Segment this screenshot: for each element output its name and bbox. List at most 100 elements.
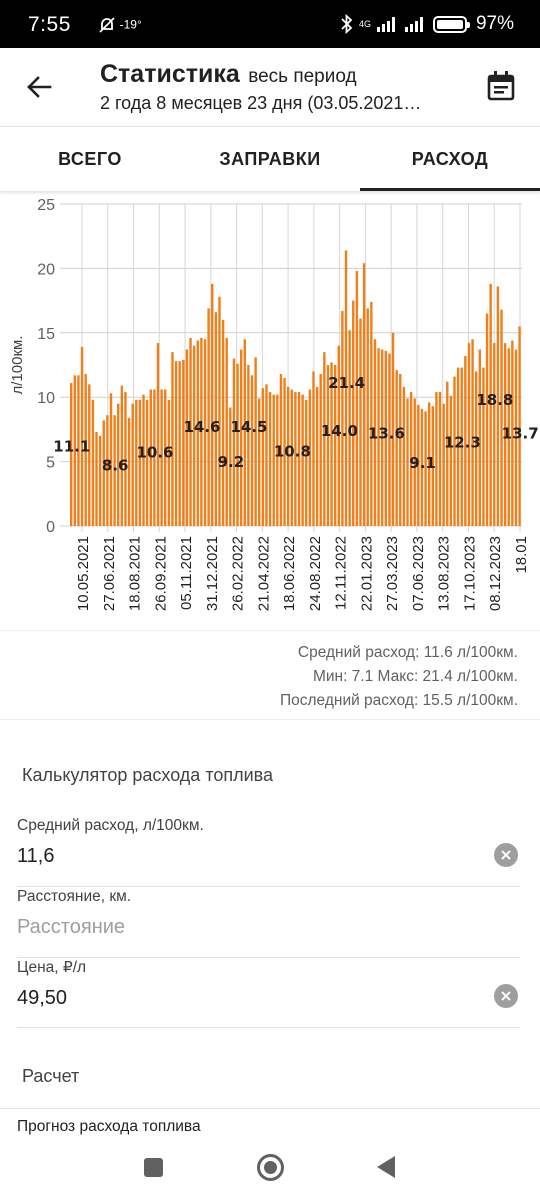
home-button[interactable] (257, 1154, 284, 1181)
clear-price-button[interactable] (494, 984, 518, 1008)
chart-bar (456, 367, 460, 526)
chart-bar (265, 384, 268, 526)
avg-consumption-input[interactable]: 11,6 (17, 845, 55, 867)
calculator-title: Калькулятор расхода топлива (22, 765, 274, 785)
chart-bar (258, 398, 261, 526)
chart-bar (341, 310, 344, 526)
avg-consumption-label: Средний расход, л/100км. (17, 817, 204, 834)
data-label: 10.8 (274, 442, 311, 460)
chart-bar (319, 374, 322, 526)
chart-bar (80, 346, 84, 526)
data-label: 9.1 (409, 454, 436, 472)
chart-bar (449, 395, 453, 526)
chart-bar (362, 263, 366, 526)
chart-bar (286, 386, 290, 526)
y-tick-label: 10 (37, 390, 55, 407)
chart-bar (453, 376, 456, 526)
chart-bar (500, 309, 503, 526)
x-tick-label: 08.12.2023 (487, 536, 504, 611)
price-input[interactable]: 49,50 (17, 987, 68, 1009)
consumption-chart: 0 5 10 15 20 25 10.05.2021 27.06.2021 18.08.2021… (0, 192, 540, 630)
chart-bar (160, 389, 163, 526)
chart-bar (344, 250, 348, 527)
chart-bar (106, 415, 109, 526)
chart-bar (438, 392, 442, 526)
chart-bar (507, 348, 510, 526)
price-field[interactable]: Цена, ₽/л 49,50 (17, 958, 520, 1028)
forecast-label: Прогноз расхода топлива (17, 1118, 201, 1135)
system-nav-bar (0, 1140, 540, 1200)
arrow-left-icon (27, 76, 52, 98)
chart-bar (424, 411, 427, 526)
chart-bar (109, 393, 113, 526)
chart-bar (283, 377, 286, 526)
muted-notification-icon (99, 17, 115, 33)
chart-bar (70, 383, 73, 526)
calendar-button[interactable] (486, 70, 516, 104)
price-label: Цена, ₽/л (17, 959, 87, 976)
app-header: Статистика весь период 2 года 8 месяцев … (0, 48, 540, 126)
data-label: 10.6 (136, 444, 173, 462)
chart-bar (471, 339, 474, 526)
close-icon (501, 850, 511, 860)
x-tick-label: 05.11.2021 (178, 536, 195, 610)
chart-bar (182, 359, 185, 526)
chart-bar (250, 375, 254, 526)
system-back-button[interactable] (377, 1156, 395, 1178)
chart-bar (409, 392, 413, 526)
chart-bar (388, 353, 391, 526)
chart-bar (203, 339, 207, 526)
chart-bar (156, 343, 160, 526)
chart-bar (127, 417, 131, 526)
x-tick-label: 27.03.2023 (384, 536, 401, 611)
tab-refuels[interactable]: ЗАПРАВКИ (219, 148, 321, 169)
period-duration: 2 года 8 месяцев 23 дня (03.05.2021… (100, 93, 422, 113)
signal-icon-2 (404, 17, 423, 32)
tab-bar: ВСЕГО ЗАПРАВКИ РАСХОД (0, 126, 540, 191)
chart-bar (352, 300, 355, 526)
chart-bar (464, 355, 467, 526)
clear-avg-button[interactable] (494, 843, 518, 867)
status-right: 4G 97% (341, 13, 514, 35)
chart-bar (232, 358, 236, 526)
chart-bar (308, 389, 312, 526)
x-tick-label: 18.08.2021 (127, 536, 144, 611)
x-tick-label: 27.06.2021 (101, 536, 118, 611)
chart-bar (514, 349, 518, 526)
chart-bar (333, 365, 337, 526)
chart-bar (218, 296, 221, 526)
back-button[interactable] (18, 66, 60, 108)
chart-bar (380, 349, 384, 526)
chart-bar (272, 394, 275, 526)
chart-bar (337, 345, 340, 526)
x-tick-label: 12.11.2022 (333, 536, 350, 610)
chart-bar (431, 406, 435, 526)
x-tick-label: 10.05.2021 (75, 536, 92, 611)
chart-bar (102, 420, 105, 526)
chart-bar (330, 362, 333, 526)
chart-bar (192, 345, 196, 526)
status-bar: 7:55 -19° 4G 97% (0, 0, 540, 48)
chart-bar (164, 389, 167, 526)
avg-consumption-field[interactable]: Средний расход, л/100км. 11,6 (17, 817, 520, 887)
tab-total[interactable]: ВСЕГО (58, 148, 122, 169)
y-tick-label: 15 (37, 326, 55, 343)
distance-field[interactable]: Расстояние, км. Расстояние (17, 888, 520, 958)
chart-bar (294, 392, 297, 526)
chart-bar (493, 343, 496, 526)
x-tick-label: 24.08.2022 (307, 536, 324, 611)
chart-bar (221, 319, 225, 526)
data-label: 21.4 (328, 374, 365, 392)
x-tick-label: 13.08.2023 (436, 536, 453, 611)
close-icon (501, 991, 511, 1001)
chart-bar (131, 403, 134, 526)
distance-input[interactable]: Расстояние (17, 916, 126, 938)
chart-bar (196, 340, 199, 526)
chart-bar (359, 318, 362, 526)
bluetooth-icon (341, 14, 353, 34)
tab-consumption[interactable]: РАСХОД (360, 127, 540, 191)
x-tick-label: 17.10.2023 (461, 536, 478, 611)
chart-bar (149, 389, 152, 526)
chart-bar (297, 392, 301, 526)
recents-button[interactable] (144, 1158, 163, 1177)
